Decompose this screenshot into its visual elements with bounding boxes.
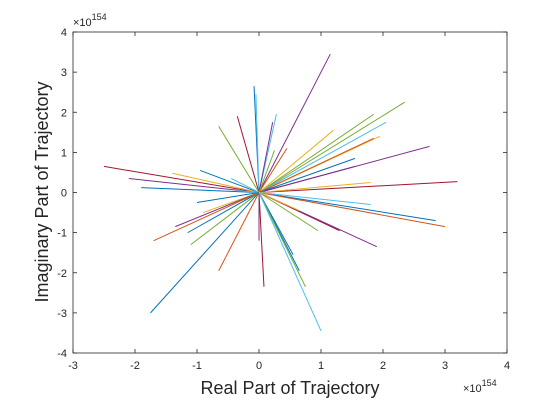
plot-area-background <box>73 32 507 353</box>
trajectory-segment-49 <box>258 192 300 212</box>
trajectory-segment-16 <box>258 157 356 193</box>
trajectory-segment-20 <box>258 181 371 193</box>
x-axis-label: Real Part of Trajectory <box>200 378 379 398</box>
trajectory-segment-1 <box>258 53 331 193</box>
trajectory-segment-47 <box>258 192 446 228</box>
trajectory-segment-32 <box>153 192 260 242</box>
x-tick-label: 2 <box>380 360 386 372</box>
trajectory-segment-7 <box>218 126 260 193</box>
trajectory-segment-9 <box>258 113 374 193</box>
trajectory-segment-33 <box>190 192 260 246</box>
trajectory-segment-15 <box>258 148 288 193</box>
trajectory-segment-35 <box>218 192 260 271</box>
trajectory-segment-17 <box>258 150 275 193</box>
x-tick-label: 3 <box>442 360 448 372</box>
trajectory-segment-18 <box>258 165 356 193</box>
y-exponent-label: ×10154 <box>73 12 107 29</box>
trajectory-segment-26 <box>230 178 260 193</box>
x-exponent-base: ×10 <box>463 383 482 395</box>
y-tick-label: 4 <box>61 27 67 39</box>
x-tick-label: -2 <box>130 360 140 372</box>
trajectory-segment-22 <box>128 177 260 193</box>
trajectory-segments <box>103 53 458 332</box>
trajectory-segment-28 <box>196 192 260 204</box>
trajectory-segment-24 <box>172 172 260 193</box>
trajectory-segment-8 <box>258 101 405 193</box>
y-tick-label: -2 <box>57 268 67 280</box>
y-tick-label: -1 <box>57 228 67 240</box>
trajectory-segment-46 <box>258 192 436 222</box>
x-axis-ticks: -3 -2 -1 0 1 2 3 4 <box>68 32 510 372</box>
trajectory-segment-6 <box>236 116 260 193</box>
y-tick-label: -3 <box>57 308 67 320</box>
x-tick-label: -3 <box>68 360 78 372</box>
trajectory-segment-13 <box>258 137 374 193</box>
y-tick-label: 0 <box>61 188 67 200</box>
trajectory-segment-36 <box>258 192 265 287</box>
y-tick-label: -4 <box>57 348 67 360</box>
trajectory-segment-25 <box>199 169 260 193</box>
trajectory-segment-27 <box>237 189 260 193</box>
trajectory-segment-5 <box>258 122 274 193</box>
trajectory-segment-21 <box>103 165 260 193</box>
y-axis-ticks: -4 -3 -2 -1 0 1 2 3 4 <box>57 27 507 360</box>
x-tick-label: -1 <box>192 360 202 372</box>
trajectory-segment-42 <box>258 192 319 232</box>
trajectory-segment-19 <box>258 181 458 193</box>
x-tick-label: 0 <box>256 360 262 372</box>
trajectory-segment-34 <box>150 192 260 314</box>
trajectory-segment-23 <box>141 187 260 193</box>
x-tick-label: 1 <box>318 360 324 372</box>
y-exponent-power: 154 <box>92 12 107 22</box>
trajectory-segment-11 <box>258 129 334 193</box>
trajectory-segment-31 <box>187 192 260 234</box>
trajectory-segment-48 <box>258 192 371 206</box>
x-exponent-label: ×10154 <box>463 378 497 395</box>
y-tick-label: 3 <box>61 67 67 79</box>
x-tick-label: 4 <box>504 360 510 372</box>
trajectory-segment-40 <box>258 192 306 288</box>
y-axis-label: Imaginary Part of Trajectory <box>32 81 52 302</box>
y-tick-label: 1 <box>61 147 67 159</box>
y-exponent-base: ×10 <box>73 17 92 29</box>
trajectory-segment-10 <box>258 121 387 193</box>
trajectory-segment-41 <box>258 192 322 332</box>
trajectory-segment-3 <box>255 94 260 193</box>
x-exponent-power: 154 <box>482 378 497 388</box>
y-tick-label: 2 <box>61 107 67 119</box>
trajectory-segment-30 <box>175 192 260 228</box>
